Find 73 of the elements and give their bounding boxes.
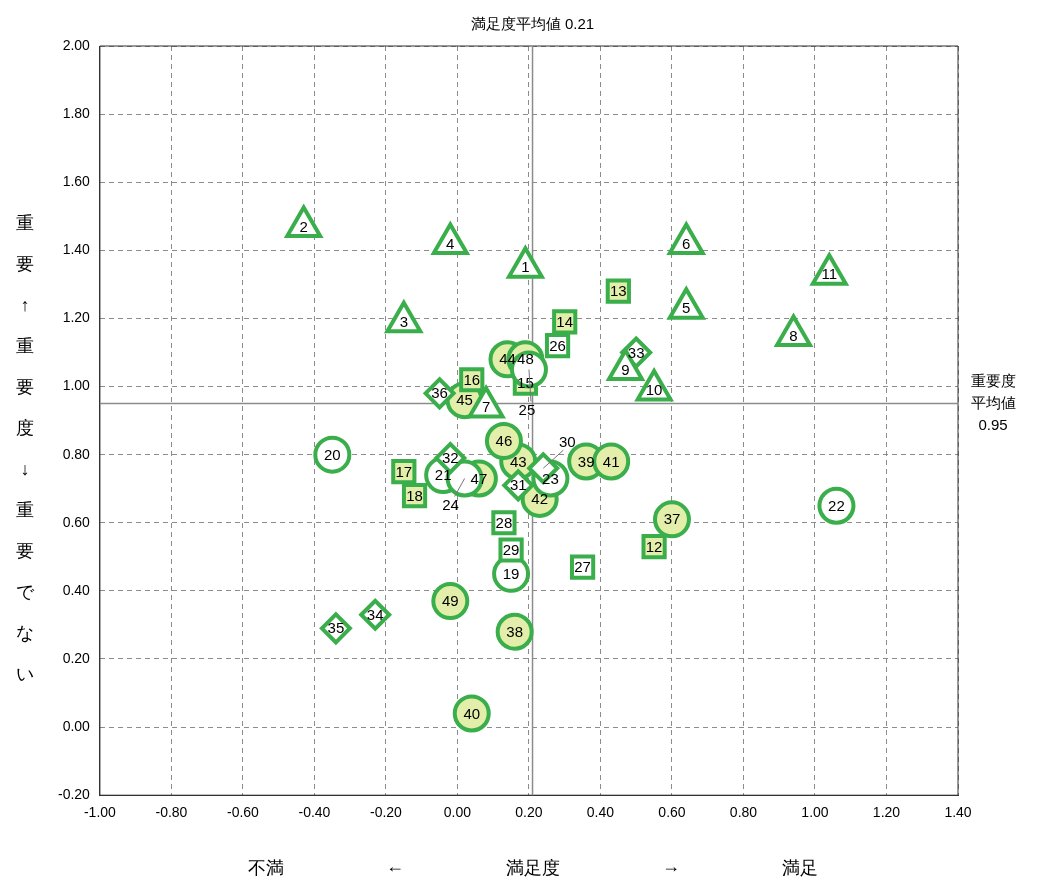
x-tick-label: 0.00 bbox=[443, 804, 472, 821]
y-tick-label: 0.40 bbox=[62, 581, 91, 598]
annotation: 30 bbox=[558, 433, 576, 451]
annotation: 18 bbox=[406, 486, 423, 504]
annotation: 14 bbox=[556, 312, 574, 330]
y-tick-label: 1.40 bbox=[62, 241, 91, 258]
y-tick-label: 1.60 bbox=[62, 173, 91, 190]
ref-line-label: 重要度平均値 0.95 bbox=[970, 371, 1016, 433]
annotation: 49 bbox=[441, 592, 459, 610]
annotation: 43 bbox=[509, 452, 527, 470]
y-tick-label: 2.00 bbox=[62, 36, 91, 53]
annotation: 35 bbox=[327, 619, 345, 637]
x-tick-label: -0.60 bbox=[226, 804, 260, 821]
annotation: 26 bbox=[549, 336, 566, 354]
annotation: 48 bbox=[517, 350, 534, 368]
annotation: 9 bbox=[621, 360, 630, 378]
annotation: 31 bbox=[509, 476, 527, 494]
y-tick-label: 0.20 bbox=[62, 649, 91, 666]
x-tick-label: 0.80 bbox=[729, 804, 758, 821]
y-tick-label: -0.20 bbox=[57, 786, 91, 803]
annotation: 25 bbox=[518, 400, 536, 418]
annotation: 3 bbox=[399, 312, 408, 330]
annotation: 5 bbox=[682, 299, 691, 317]
y-tick-label: 1.00 bbox=[62, 377, 91, 394]
annotation: 34 bbox=[366, 605, 384, 623]
y-tick-label: 1.20 bbox=[62, 309, 91, 326]
y-tick-label: 0.00 bbox=[62, 717, 91, 734]
annotation: 10 bbox=[645, 381, 663, 399]
annotation: 41 bbox=[602, 452, 620, 470]
y-tick-label: 0.60 bbox=[62, 513, 91, 530]
annotation: 32 bbox=[441, 449, 459, 467]
annotation: 40 bbox=[463, 704, 481, 722]
annotation: 1 bbox=[521, 258, 530, 276]
y-tick-label: 1.80 bbox=[62, 104, 91, 121]
x-tick-label: -0.40 bbox=[298, 804, 331, 821]
x-tick-label: 0.60 bbox=[658, 804, 686, 821]
annotation: 37 bbox=[663, 510, 681, 528]
annotation: 17 bbox=[395, 462, 413, 480]
annotation: 4 bbox=[446, 234, 455, 252]
annotation: 46 bbox=[495, 432, 513, 450]
annotation: 33 bbox=[627, 343, 645, 361]
annotation: 45 bbox=[456, 391, 473, 409]
annotation: 22 bbox=[828, 496, 845, 514]
annotation: 29 bbox=[502, 541, 520, 559]
annotation: 11 bbox=[821, 265, 838, 283]
annotation: 2 bbox=[299, 217, 308, 235]
annotation: 24 bbox=[442, 495, 459, 513]
x-tick-label: 0.40 bbox=[586, 804, 615, 821]
x-tick-label: 1.40 bbox=[944, 804, 972, 821]
annotation: 12 bbox=[645, 537, 663, 555]
annotation: 16 bbox=[463, 370, 481, 388]
x-tick-label: -1.00 bbox=[83, 804, 117, 821]
annotation: 15 bbox=[517, 374, 534, 392]
ref-line-label: 満足度平均値 0.21 bbox=[470, 14, 595, 32]
x-tick-label: 1.00 bbox=[801, 804, 829, 821]
x-tick-label: -0.20 bbox=[369, 804, 403, 821]
x-tick-label: -0.80 bbox=[155, 804, 188, 821]
annotation: 19 bbox=[502, 564, 520, 582]
text: 重要 ↑ 重要度 ↓ 重要でない bbox=[16, 213, 34, 684]
annotation: 42 bbox=[531, 490, 549, 508]
annotation: 6 bbox=[682, 234, 691, 252]
annotation: 38 bbox=[506, 622, 523, 640]
annotation: 7 bbox=[481, 398, 491, 416]
annotation: 28 bbox=[495, 513, 513, 531]
annotation: 36 bbox=[431, 384, 448, 402]
x-tick-label: 0.20 bbox=[515, 804, 543, 821]
text: 不満 ← 満足度 → 満足 bbox=[248, 856, 818, 878]
y-tick-label: 0.80 bbox=[62, 445, 91, 462]
annotation: 20 bbox=[323, 445, 341, 463]
x-tick-label: 1.20 bbox=[872, 804, 901, 821]
annotation: 27 bbox=[574, 558, 591, 576]
annotation: 13 bbox=[610, 282, 627, 300]
annotation: 8 bbox=[789, 326, 798, 344]
